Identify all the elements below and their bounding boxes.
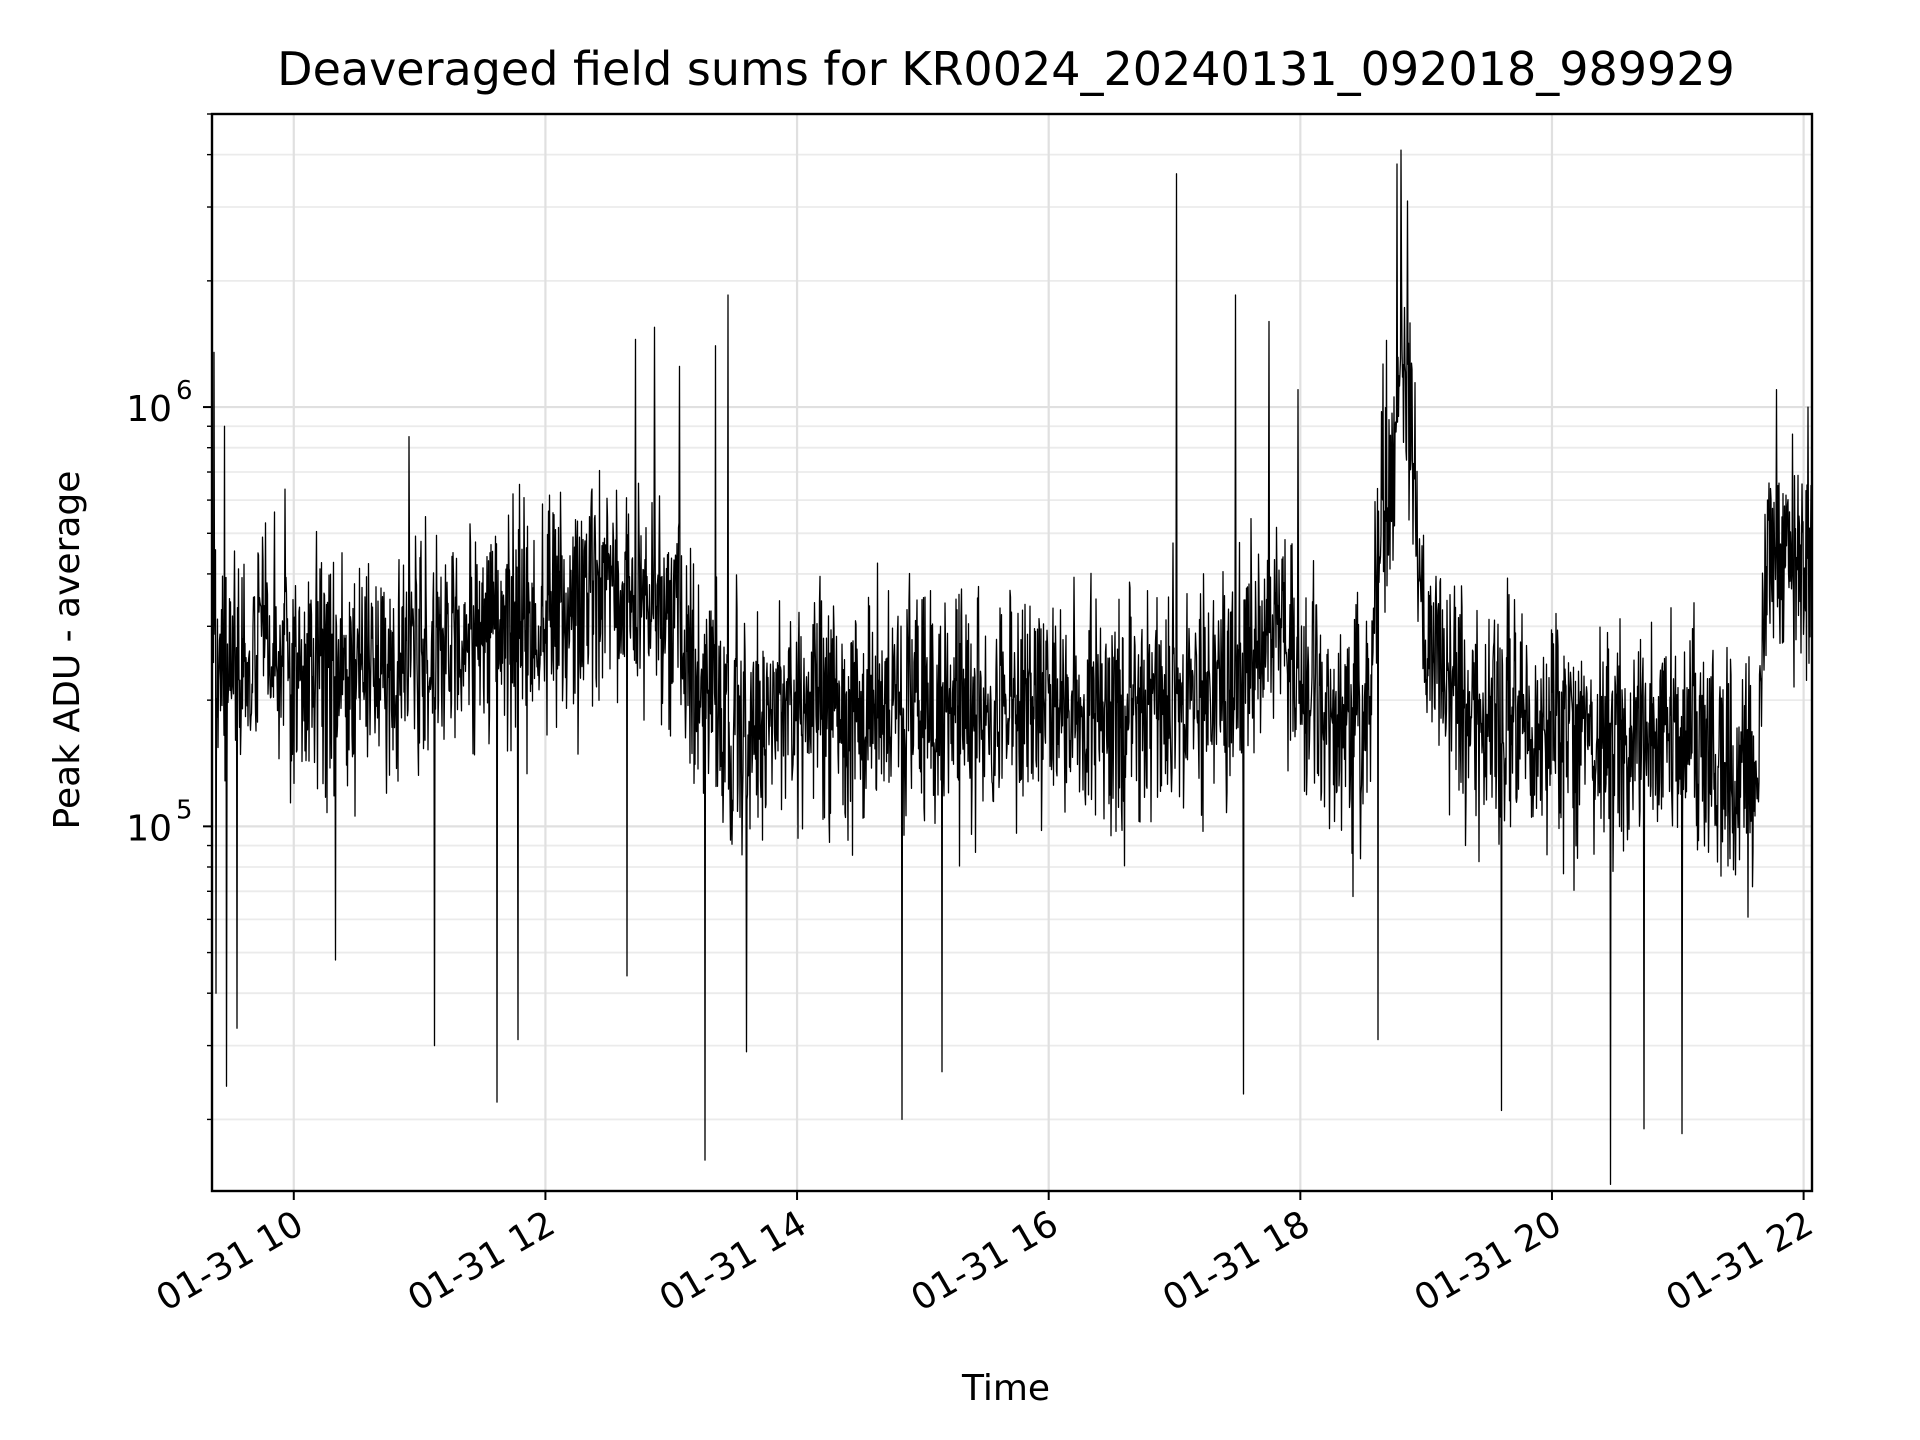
y-tick-label: 10 — [126, 808, 172, 849]
y-tick-label: 10 — [126, 389, 172, 430]
y-axis-label: Peak ADU - average — [47, 471, 88, 830]
series-line — [212, 149, 1812, 1186]
plot-area — [212, 149, 1812, 1186]
y-tick-exponent: 5 — [176, 795, 193, 825]
y-tick-base: 10 — [126, 389, 172, 430]
chart-title: Deaveraged field sums for KR0024_2024013… — [277, 42, 1735, 96]
y-tick-exponent: 6 — [176, 376, 193, 406]
x-axis-label: Time — [961, 1368, 1050, 1409]
plot-frame — [210, 112, 1814, 1193]
y-tick-base: 10 — [126, 808, 172, 849]
